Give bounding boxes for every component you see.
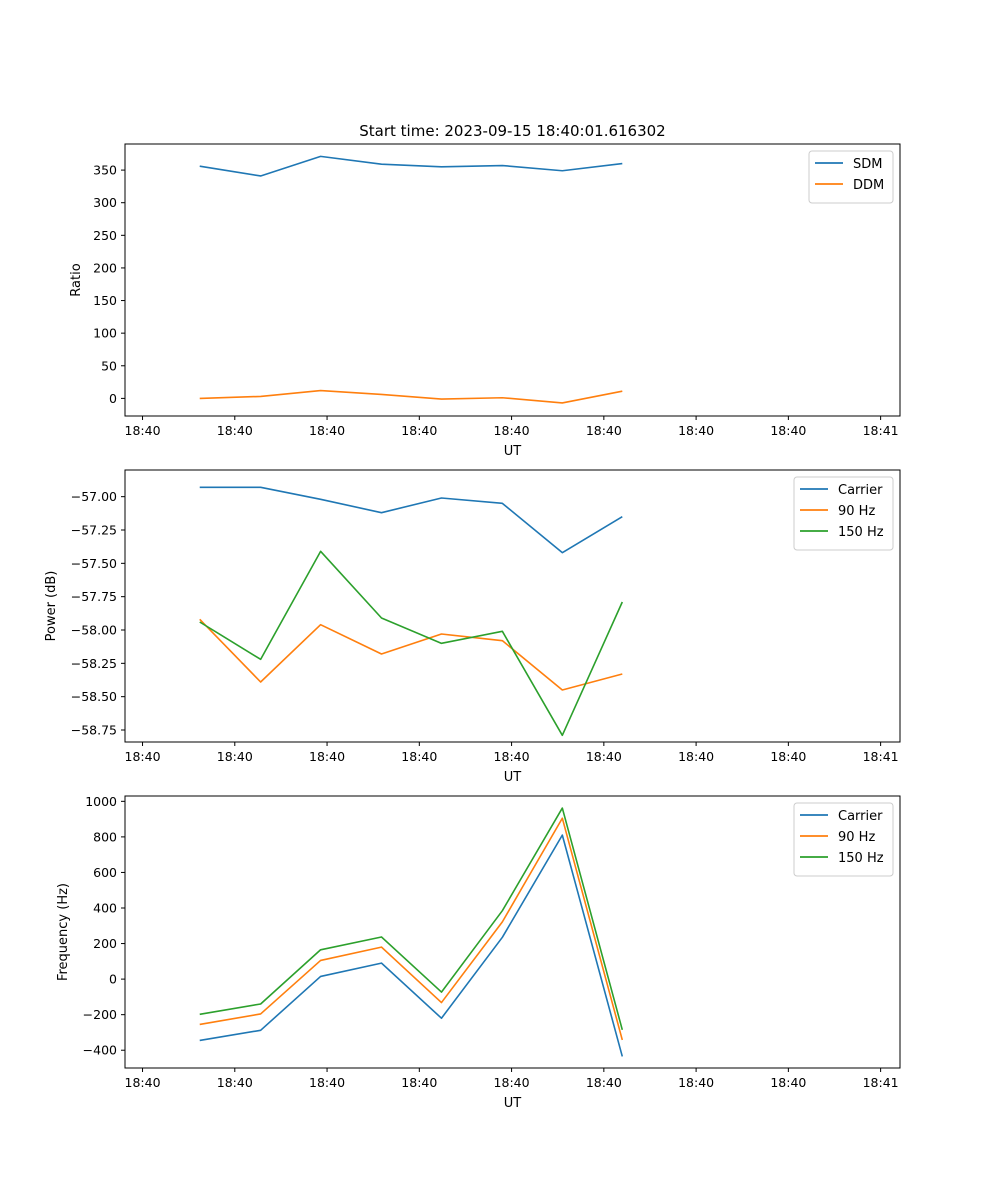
y-tick-label: 350 xyxy=(93,163,117,178)
axes-frame xyxy=(124,469,901,743)
x-axis: 18:40 18:40 18:40 18:40 18:40 18:40 18:40 18:40… xyxy=(125,416,899,459)
x-tick-label: 18:40 xyxy=(678,423,714,438)
y-tick-label: 200 xyxy=(93,936,117,951)
x-tick-label: 18:40 xyxy=(586,423,622,438)
legend-label: SDM xyxy=(853,157,882,172)
legend-label: Carrier xyxy=(838,809,883,824)
x-tick-label: 18:40 xyxy=(770,749,806,764)
y-tick-label: 0 xyxy=(109,391,117,406)
series-line-150-hz xyxy=(199,807,624,1030)
figure-title: Start time: 2023-09-15 18:40:01.616302 xyxy=(359,122,665,140)
x-tick-label: 18:40 xyxy=(401,1075,437,1090)
legend-label: 90 Hz xyxy=(838,830,875,845)
legend: Carrier 90 Hz 150 Hz xyxy=(793,476,894,551)
x-tick-label: 18:40 xyxy=(678,1075,714,1090)
x-tick-label: 18:40 xyxy=(125,749,161,764)
x-tick-label: 18:40 xyxy=(217,1075,253,1090)
chart-frequency: 18:40 18:40 18:40 18:40 18:40 18:40 18:40 18:40… xyxy=(56,794,901,1111)
y-axis-label: Power (dB) xyxy=(44,571,59,642)
series-line-90-hz xyxy=(199,817,624,1041)
legend-label: 150 Hz xyxy=(838,851,884,866)
y-axis: 0 50 100 150 200 250 300 350 Ratio xyxy=(69,163,125,406)
y-tick-label: 250 xyxy=(93,228,117,243)
axes-frame xyxy=(124,143,901,417)
x-tick-label: 18:40 xyxy=(309,1075,345,1090)
x-axis-label: UT xyxy=(504,1096,522,1111)
y-tick-label: 800 xyxy=(93,829,117,844)
x-tick-label: 18:40 xyxy=(125,1075,161,1090)
y-tick-label: −58.75 xyxy=(71,723,117,738)
x-tick-label: 18:40 xyxy=(494,1075,530,1090)
y-axis-label: Frequency (Hz) xyxy=(56,883,71,981)
y-tick-label: −58.50 xyxy=(71,689,117,704)
x-tick-label: 18:41 xyxy=(863,1075,899,1090)
plot-area xyxy=(199,486,624,737)
y-tick-label: 600 xyxy=(93,865,117,880)
series-line-carrier xyxy=(199,834,624,1057)
x-tick-label: 18:40 xyxy=(401,749,437,764)
x-tick-label: 18:40 xyxy=(586,749,622,764)
legend-box xyxy=(808,150,894,204)
series-line-90-hz xyxy=(199,618,623,691)
legend-label: 150 Hz xyxy=(838,525,884,540)
y-tick-label: −58.25 xyxy=(71,656,117,671)
series-line-ddm xyxy=(199,389,623,404)
y-tick-label: 200 xyxy=(93,260,117,275)
x-tick-label: 18:40 xyxy=(309,423,345,438)
x-axis-label: UT xyxy=(504,444,522,459)
x-tick-label: 18:40 xyxy=(494,423,530,438)
x-tick-label: 18:40 xyxy=(217,749,253,764)
x-tick-label: 18:41 xyxy=(863,749,899,764)
y-tick-label: 1000 xyxy=(85,794,117,809)
x-tick-label: 18:40 xyxy=(770,423,806,438)
legend-label: Carrier xyxy=(838,483,883,498)
x-tick-label: 18:41 xyxy=(863,423,899,438)
series-line-carrier xyxy=(199,486,623,554)
y-axis-label: Ratio xyxy=(69,263,84,296)
y-tick-label: 400 xyxy=(93,901,117,916)
legend-label: 90 Hz xyxy=(838,504,875,519)
legend: SDM DDM xyxy=(808,150,894,204)
x-tick-label: 18:40 xyxy=(309,749,345,764)
x-axis: 18:40 18:40 18:40 18:40 18:40 18:40 18:40 18:40… xyxy=(125,742,899,785)
x-tick-label: 18:40 xyxy=(401,423,437,438)
legend-label: DDM xyxy=(853,178,884,193)
y-tick-label: −58.00 xyxy=(71,623,117,638)
y-tick-label: −400 xyxy=(83,1043,117,1058)
y-tick-label: 100 xyxy=(93,326,117,341)
y-axis: −57.00 −57.25 −57.50 −57.75 −58.00 −58.25 −58.… xyxy=(44,489,125,738)
x-tick-label: 18:40 xyxy=(217,423,253,438)
axes-frame xyxy=(124,795,901,1069)
x-tick-label: 18:40 xyxy=(678,749,714,764)
chart-ratio: 18:40 18:40 18:40 18:40 18:40 18:40 18:40 18:40… xyxy=(69,143,901,459)
y-tick-label: −57.75 xyxy=(71,589,117,604)
y-tick-label: −57.00 xyxy=(71,489,117,504)
plot-area xyxy=(199,807,624,1057)
y-tick-label: 0 xyxy=(109,972,117,987)
plot-area xyxy=(199,155,623,404)
y-tick-label: 300 xyxy=(93,195,117,210)
y-tick-label: −200 xyxy=(83,1007,117,1022)
chart-power: 18:40 18:40 18:40 18:40 18:40 18:40 18:40 18:40… xyxy=(44,469,901,785)
y-tick-label: 50 xyxy=(101,358,117,373)
series-line-150-hz xyxy=(199,550,624,737)
x-tick-label: 18:40 xyxy=(494,749,530,764)
y-tick-label: −57.50 xyxy=(71,556,117,571)
x-axis: 18:40 18:40 18:40 18:40 18:40 18:40 18:40 18:40… xyxy=(125,1068,899,1111)
y-tick-label: 150 xyxy=(93,293,117,308)
legend: Carrier 90 Hz 150 Hz xyxy=(793,802,894,877)
x-axis-label: UT xyxy=(504,770,522,785)
x-tick-label: 18:40 xyxy=(125,423,161,438)
x-tick-label: 18:40 xyxy=(770,1075,806,1090)
series-line-sdm xyxy=(199,155,623,177)
y-axis: −400 −200 0 200 400 600 800 1000 Frequency (Hz) xyxy=(56,794,125,1058)
y-tick-label: −57.25 xyxy=(71,523,117,538)
x-tick-label: 18:40 xyxy=(586,1075,622,1090)
